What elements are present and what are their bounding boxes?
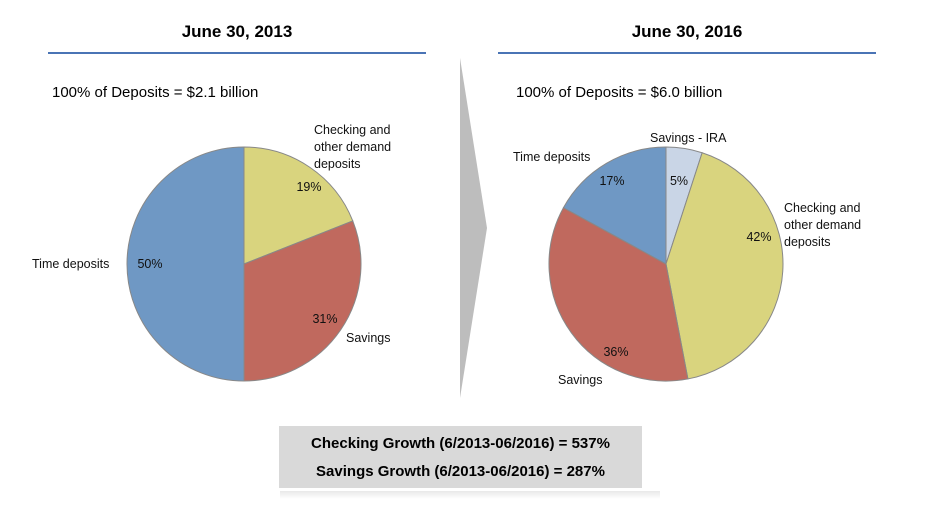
right-panel-title: June 30, 2016 <box>631 22 743 41</box>
pie-percent-label: 50% <box>137 257 162 271</box>
growth-summary-box: Checking Growth (6/2013-06/2016) = 537% … <box>279 426 642 488</box>
left-panel-subtitle: 100% of Deposits = $2.1 billion <box>52 84 259 101</box>
savings-growth-text: Savings Growth (6/2013-06/2016) = 287% <box>316 463 605 480</box>
pie-slice-checking-and-other-demand-deposits <box>665 152 784 380</box>
growth-box-shadow <box>280 491 660 499</box>
pie-slice-checking-and-other-demand-deposits <box>243 146 354 265</box>
pie-slice-time-deposits <box>126 146 245 382</box>
checking-growth-text: Checking Growth (6/2013-06/2016) = 537% <box>311 435 610 452</box>
pie-category-label: Time deposits <box>513 150 590 164</box>
pie-slice-time-deposits <box>562 146 667 265</box>
pie-slice-savings <box>548 206 689 382</box>
pie-percent-label: 36% <box>603 345 628 359</box>
pie-category-label: Savings - IRA <box>650 131 727 145</box>
right-panel-subtitle: 100% of Deposits = $6.0 billion <box>516 84 723 101</box>
pie-category-label: Checking and other demand deposits <box>314 123 391 171</box>
pie-percent-label: 5% <box>670 174 688 188</box>
pie-percent-label: 19% <box>296 180 321 194</box>
pie-category-label: Time deposits <box>32 257 109 271</box>
pie-category-label: Savings <box>558 373 602 387</box>
pie-percent-label: 42% <box>746 230 771 244</box>
pie-category-label: Checking and other demand deposits <box>784 201 861 249</box>
left-panel-title: June 30, 2013 <box>181 22 293 41</box>
pie-percent-label: 17% <box>599 174 624 188</box>
left-panel-rule <box>48 52 426 54</box>
pie-percent-label: 31% <box>312 312 337 326</box>
pie-category-label: Savings <box>346 331 390 345</box>
right-panel-rule <box>498 52 876 54</box>
pie-slice-savings <box>243 220 362 382</box>
